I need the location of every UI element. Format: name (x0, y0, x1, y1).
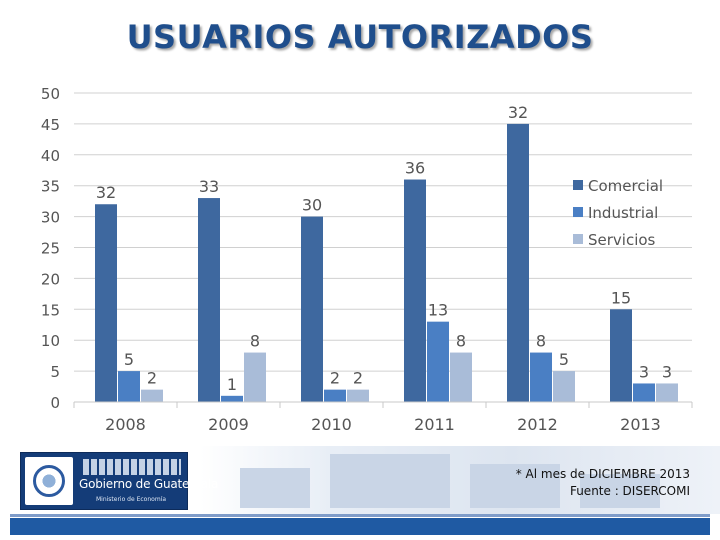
bar-servicios-2009 (244, 352, 266, 402)
bar-series (95, 123, 678, 403)
bar-industrial-2013 (633, 383, 655, 402)
bar-comercial-2011 (404, 179, 426, 402)
bar-servicios-2010 (347, 389, 369, 402)
bar-comercial-2008 (95, 204, 117, 402)
data-label-comercial-2012: 32 (508, 103, 528, 122)
y-tick-label: 10 (41, 332, 60, 350)
bar-comercial-2010 (301, 216, 323, 402)
guatemala-seal-icon (25, 457, 73, 505)
bar-servicios-2012 (553, 371, 575, 402)
data-label-servicios-2010: 2 (353, 369, 363, 388)
footer-band-dark (10, 518, 710, 535)
y-axis-ticks: 0 5 10 15 20 25 30 35 40 45 50 (41, 85, 60, 412)
page-title: USUARIOS AUTORIZADOS (0, 18, 720, 56)
bar-industrial-2008 (118, 371, 140, 402)
chart-grid (74, 92, 692, 403)
y-tick-label: 5 (50, 363, 60, 381)
bar-industrial-2010 (324, 389, 346, 402)
data-label-comercial-2011: 36 (405, 159, 425, 178)
gobierno-guatemala-logo: Gobierno de Guatemala Ministerio de Econ… (20, 452, 218, 510)
y-tick-label: 15 (41, 301, 60, 319)
legend-swatch-servicios (573, 234, 583, 244)
data-label-servicios-2012: 5 (559, 350, 569, 369)
bar-servicios-2011 (450, 352, 472, 402)
legend-swatch-comercial (573, 180, 583, 190)
y-tick-label: 35 (41, 178, 60, 196)
y-tick-label: 30 (41, 209, 60, 227)
bar-comercial-2009 (198, 198, 220, 402)
x-tick-label: 2010 (311, 415, 352, 434)
footer-building-graphic (200, 446, 720, 514)
chart-legend: Comercial Industrial Servicios (573, 177, 663, 249)
page-title-text: USUARIOS AUTORIZADOS (126, 18, 594, 56)
bar-industrial-2011 (427, 321, 449, 402)
footer-notes: * Al mes de DICIEMBRE 2013 Fuente : DISE… (516, 466, 690, 500)
logo-subtitle: Ministerio de Economía (95, 496, 167, 503)
source-note: Fuente : DISERCOMI (569, 484, 690, 498)
y-tick-label: 50 (41, 85, 60, 103)
data-label-industrial-2012: 8 (536, 332, 546, 351)
date-note: * Al mes de DICIEMBRE 2013 (515, 467, 690, 481)
data-label-comercial-2009: 33 (199, 177, 219, 196)
x-tick-label: 2008 (105, 415, 146, 434)
data-label-comercial-2008: 32 (96, 183, 116, 202)
y-tick-label: 45 (41, 116, 60, 134)
legend-swatch-industrial (573, 207, 583, 217)
bar-comercial-2013 (610, 309, 632, 402)
data-label-servicios-2008: 2 (147, 369, 157, 388)
data-label-servicios-2009: 8 (250, 332, 260, 351)
data-label-servicios-2011: 8 (456, 332, 466, 351)
data-label-industrial-2008: 5 (124, 350, 134, 369)
bar-industrial-2012 (530, 352, 552, 402)
logo-name: Gobierno de Guatemala (79, 477, 219, 491)
data-label-industrial-2010: 2 (330, 369, 340, 388)
legend-label-industrial: Industrial (588, 204, 658, 222)
x-tick-label: 2011 (414, 415, 455, 434)
legend-label-servicios: Servicios (588, 231, 656, 249)
footer-band-light (10, 514, 710, 517)
x-tick-label: 2012 (517, 415, 558, 434)
data-label-industrial-2013: 3 (639, 362, 649, 381)
y-tick-label: 25 (41, 240, 60, 258)
data-label-servicios-2013: 3 (662, 362, 672, 381)
data-label-comercial-2010: 30 (302, 196, 322, 215)
x-tick-label: 2013 (620, 415, 661, 434)
data-label-industrial-2009: 1 (227, 375, 237, 394)
bar-servicios-2008 (141, 389, 163, 402)
bar-servicios-2013 (656, 383, 678, 402)
data-label-comercial-2013: 15 (611, 288, 631, 307)
bar-industrial-2009 (221, 395, 243, 402)
palace-icon (83, 459, 181, 475)
y-tick-label: 20 (41, 270, 60, 288)
legend-label-comercial: Comercial (588, 177, 663, 195)
x-tick-label: 2009 (208, 415, 249, 434)
x-axis-ticks: 2008 2009 2010 2011 2012 2013 (73, 401, 693, 434)
data-label-industrial-2011: 13 (428, 301, 448, 320)
y-tick-label: 40 (41, 147, 60, 165)
y-tick-label: 0 (50, 394, 60, 412)
bar-comercial-2012 (507, 123, 529, 403)
